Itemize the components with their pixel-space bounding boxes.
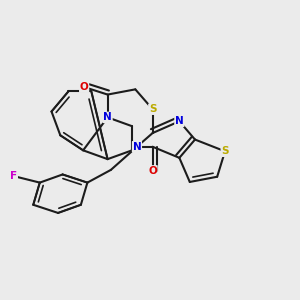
Text: F: F	[10, 171, 17, 181]
Text: N: N	[103, 112, 112, 122]
Text: O: O	[80, 82, 88, 92]
Text: S: S	[149, 104, 156, 114]
Text: S: S	[221, 146, 229, 156]
Text: N: N	[133, 142, 141, 152]
Text: O: O	[148, 166, 157, 176]
Text: N: N	[175, 116, 184, 126]
